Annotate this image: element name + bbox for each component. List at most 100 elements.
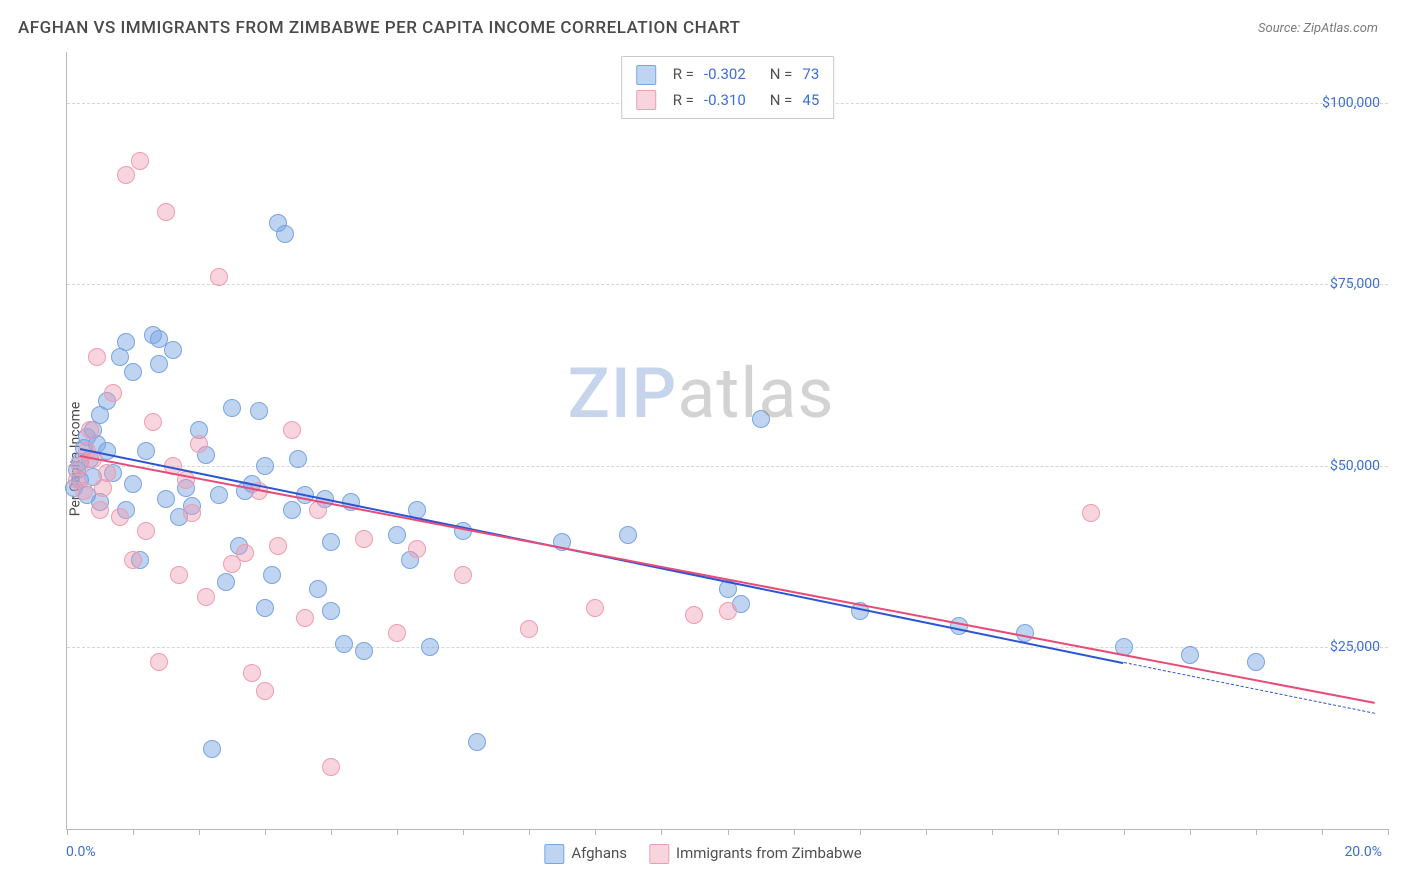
y-tick-label: $50,000 <box>1330 458 1380 474</box>
x-tick <box>1256 829 1257 835</box>
data-point <box>183 504 201 522</box>
data-point <box>1181 646 1199 664</box>
data-point <box>98 464 116 482</box>
data-point <box>263 566 281 584</box>
data-point <box>355 530 373 548</box>
data-point <box>236 544 254 562</box>
data-point <box>217 573 235 591</box>
data-point <box>719 602 737 620</box>
data-point <box>685 606 703 624</box>
data-point <box>150 653 168 671</box>
data-point <box>408 540 426 558</box>
x-tick <box>199 829 200 835</box>
data-point <box>144 413 162 431</box>
data-point <box>117 333 135 351</box>
data-point <box>296 609 314 627</box>
data-point <box>124 475 142 493</box>
y-tick-label: $100,000 <box>1322 95 1380 111</box>
x-tick <box>1388 829 1389 835</box>
x-tick <box>595 829 596 835</box>
data-point <box>170 566 188 584</box>
x-tick <box>1190 829 1191 835</box>
data-point <box>150 355 168 373</box>
data-point <box>164 341 182 359</box>
data-point <box>117 166 135 184</box>
data-point <box>197 588 215 606</box>
x-axis-max-label: 20.0% <box>1344 844 1382 860</box>
x-tick <box>926 829 927 835</box>
data-point <box>322 533 340 551</box>
x-tick <box>133 829 134 835</box>
legend-item: Immigrants from Zimbabwe <box>649 844 862 864</box>
data-point <box>256 682 274 700</box>
x-tick <box>463 829 464 835</box>
x-tick <box>529 829 530 835</box>
data-point <box>388 624 406 642</box>
data-point <box>322 758 340 776</box>
data-point <box>309 580 327 598</box>
data-point <box>157 203 175 221</box>
x-tick <box>67 829 68 835</box>
stats-legend-row: R = -0.310N = 45 <box>636 88 820 114</box>
data-point <box>1247 653 1265 671</box>
data-point <box>81 421 99 439</box>
data-point <box>203 740 221 758</box>
data-point <box>355 642 373 660</box>
data-point <box>137 442 155 460</box>
data-point <box>752 410 770 428</box>
data-point <box>243 664 261 682</box>
data-point <box>421 638 439 656</box>
data-point <box>190 435 208 453</box>
data-point <box>468 733 486 751</box>
x-tick <box>992 829 993 835</box>
data-point <box>276 225 294 243</box>
data-point <box>131 152 149 170</box>
data-point <box>111 508 129 526</box>
x-tick <box>794 829 795 835</box>
stats-legend-row: R = -0.302N = 73 <box>636 62 820 88</box>
x-tick <box>1058 829 1059 835</box>
data-point <box>157 490 175 508</box>
data-point <box>223 399 241 417</box>
data-point <box>619 526 637 544</box>
data-point <box>210 268 228 286</box>
x-axis-min-label: 0.0% <box>66 844 96 860</box>
x-tick <box>397 829 398 835</box>
data-point <box>283 501 301 519</box>
x-tick <box>661 829 662 835</box>
scatter-plot: R = -0.302N = 73R = -0.310N = 45 ZIPatla… <box>66 52 1388 830</box>
data-point <box>210 486 228 504</box>
y-tick-label: $25,000 <box>1330 639 1380 655</box>
stats-legend-box: R = -0.302N = 73R = -0.310N = 45 <box>621 56 835 119</box>
data-point <box>322 602 340 620</box>
x-tick <box>265 829 266 835</box>
watermark: ZIPatlas <box>568 353 835 435</box>
regression-extrapolation <box>1124 662 1375 714</box>
data-point <box>1082 504 1100 522</box>
data-point <box>124 363 142 381</box>
plot-area: Per Capita Income R = -0.302N = 73R = -0… <box>18 52 1388 866</box>
x-tick <box>1124 829 1125 835</box>
legend-item: Afghans <box>544 844 627 864</box>
data-point <box>335 635 353 653</box>
data-point <box>269 537 287 555</box>
data-point <box>124 551 142 569</box>
bottom-legend: Afghans Immigrants from Zimbabwe <box>544 844 861 864</box>
chart-title: AFGHAN VS IMMIGRANTS FROM ZIMBABWE PER C… <box>18 18 741 38</box>
x-tick <box>860 829 861 835</box>
data-point <box>586 599 604 617</box>
data-point <box>283 421 301 439</box>
data-point <box>75 482 93 500</box>
data-point <box>256 457 274 475</box>
data-point <box>520 620 538 638</box>
source-label: Source: ZipAtlas.com <box>1258 21 1378 36</box>
data-point <box>388 526 406 544</box>
data-point <box>289 450 307 468</box>
data-point <box>1016 624 1034 642</box>
data-point <box>91 501 109 519</box>
gridline <box>67 284 1388 285</box>
data-point <box>104 384 122 402</box>
x-tick <box>1322 829 1323 835</box>
data-point <box>250 402 268 420</box>
x-tick <box>331 829 332 835</box>
